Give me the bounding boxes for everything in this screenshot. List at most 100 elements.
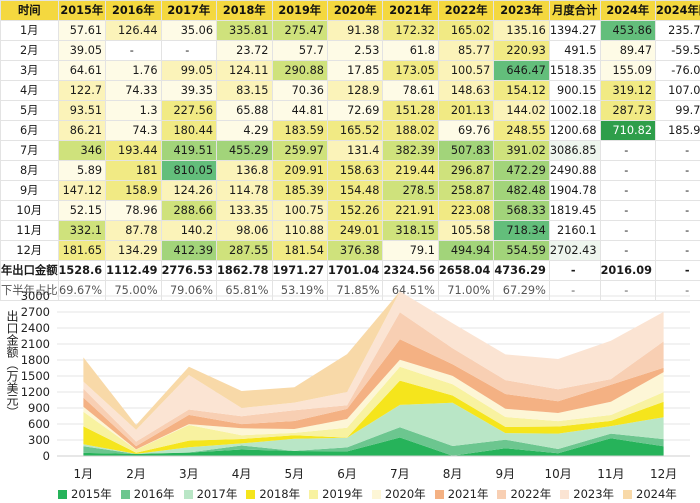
table-row: 7月 346 193.44 419.51 455.29 259.97 131.4 382.39… xyxy=(0,140,700,161)
table-cell: 100.57 xyxy=(437,60,495,81)
legend-swatch xyxy=(497,489,507,499)
table-cell: 5月 xyxy=(0,100,59,121)
table-cell: 419.51 xyxy=(160,140,218,161)
table-cell: 3086.85 xyxy=(548,140,601,161)
table-cell: 83.15 xyxy=(216,80,273,101)
table-row: 6月 86.21 74.3 180.44 4.29 183.59 165.52 188.02 6… xyxy=(0,120,700,141)
table-cell: 2324.56 xyxy=(382,260,439,281)
table-row: 2月 39.05- -23.72 57.7 2.53 61.8 85.77 220.93 491… xyxy=(0,40,700,61)
table-cell: 2702.43 xyxy=(548,240,601,261)
table-cell: 158.63 xyxy=(326,160,384,181)
legend-label: 2023年 xyxy=(573,487,615,501)
legend-swatch xyxy=(371,489,381,499)
legend-swatch xyxy=(183,489,193,499)
table-cell: -59.50% xyxy=(655,40,700,61)
table-cell: - xyxy=(655,180,700,201)
table-cell: 140.2 xyxy=(160,220,218,241)
legend-item: 2023年 xyxy=(560,486,614,502)
column-header: 2024年 xyxy=(599,0,657,21)
table-cell: 181 xyxy=(105,160,162,181)
table-cell: 1528.6 xyxy=(57,260,107,281)
table-cell: 107.06% xyxy=(655,80,700,101)
table-cell: 193.44 xyxy=(105,140,162,161)
table-cell: - xyxy=(655,160,700,181)
area-series-2024年 xyxy=(83,291,664,430)
table-cell: 710.82 xyxy=(599,120,657,141)
table-cell: 258.87 xyxy=(437,180,495,201)
table-cell: 44.81 xyxy=(271,100,328,121)
table-cell: 35.06 xyxy=(160,20,218,41)
table-cell: 152.26 xyxy=(326,200,384,221)
table-cell: 148.63 xyxy=(437,80,495,101)
column-header: 2016年 xyxy=(105,0,162,21)
y-tick-label: 0 xyxy=(43,449,50,463)
table-cell: 70.36 xyxy=(271,80,328,101)
table-cell: - xyxy=(599,220,657,241)
table-cell: 155.09 xyxy=(599,60,657,81)
x-tick-label: 8月 xyxy=(443,467,463,481)
legend-label: 2021年 xyxy=(447,487,489,501)
table-cell: 332.1 xyxy=(57,220,107,241)
table-cell: 181.65 xyxy=(57,240,107,261)
table-cell: 2月 xyxy=(0,40,59,61)
table-cell: 2.53 xyxy=(326,40,384,61)
table-cell: 100.75 xyxy=(271,200,328,221)
y-tick-label: 2100 xyxy=(21,337,50,351)
legend-label: 2024年 xyxy=(636,487,677,501)
legend-item: 2015年 xyxy=(58,486,112,502)
table-cell: 2658.04 xyxy=(437,260,495,281)
table-cell: 65.88 xyxy=(216,100,273,121)
table-cell: 8月 xyxy=(0,160,59,181)
table-cell: 3月 xyxy=(0,60,59,81)
table-row: 1月 57.61 126.44 35.06 335.81 275.47 91.38 172.3… xyxy=(0,20,700,41)
table-cell: - xyxy=(599,180,657,201)
table-cell: 209.91 xyxy=(271,160,328,181)
table-cell: 74.3 xyxy=(105,120,162,141)
table-cell: 89.47 xyxy=(599,40,657,61)
table-cell: 93.51 xyxy=(57,100,107,121)
table-cell: 1819.45 xyxy=(548,200,601,221)
table-cell: 494.94 xyxy=(437,240,495,261)
column-header: 2022年 xyxy=(437,0,495,21)
table-cell: 248.55 xyxy=(493,120,550,141)
legend-swatch xyxy=(309,489,319,499)
table-cell: 99.05 xyxy=(160,60,218,81)
legend-label: 2015年 xyxy=(71,487,112,501)
table-cell: 219.44 xyxy=(382,160,439,181)
table-cell: 6月 xyxy=(0,120,59,141)
table-cell: - xyxy=(599,140,657,161)
table-cell: 2776.53 xyxy=(160,260,218,281)
legend-item: 2018年 xyxy=(246,486,300,502)
table-cell: 287.55 xyxy=(216,240,273,261)
table-cell: 455.29 xyxy=(216,140,273,161)
table-cell: 23.72 xyxy=(216,40,273,61)
table-cell: 185.39 xyxy=(271,180,328,201)
table-cell: 154.48 xyxy=(326,180,384,201)
y-tick-label: 2700 xyxy=(21,305,50,319)
legend-item: 2019年 xyxy=(309,486,363,502)
table-cell: 900.15 xyxy=(548,80,601,101)
table-cell: 154.12 xyxy=(493,80,550,101)
table-cell: 99.78% xyxy=(655,100,700,121)
table-cell: 318.15 xyxy=(382,220,439,241)
table-cell: 235.79% xyxy=(655,20,700,41)
table-cell: 57.7 xyxy=(271,40,328,61)
table-cell: 61.8 xyxy=(382,40,439,61)
table-cell: 1.76 xyxy=(105,60,162,81)
table-cell: 4736.29 xyxy=(493,260,550,281)
table-cell: 172.32 xyxy=(382,20,439,41)
table-cell: 554.59 xyxy=(493,240,550,261)
legend-swatch xyxy=(246,489,256,499)
table-cell: 278.5 xyxy=(382,180,439,201)
table-cell: 220.93 xyxy=(493,40,550,61)
x-tick-label: 6月 xyxy=(337,467,357,481)
table-cell: 2016.09 xyxy=(599,260,657,281)
table-cell: 288.66 xyxy=(160,200,218,221)
table-cell: 491.5 xyxy=(548,40,601,61)
table-cell: 133.35 xyxy=(216,200,273,221)
table-cell: 1.3 xyxy=(105,100,162,121)
legend-swatch xyxy=(120,489,130,499)
table-cell: 275.47 xyxy=(271,20,328,41)
area-series-2015年 xyxy=(83,437,664,456)
table-cell: 69.76 xyxy=(437,120,495,141)
